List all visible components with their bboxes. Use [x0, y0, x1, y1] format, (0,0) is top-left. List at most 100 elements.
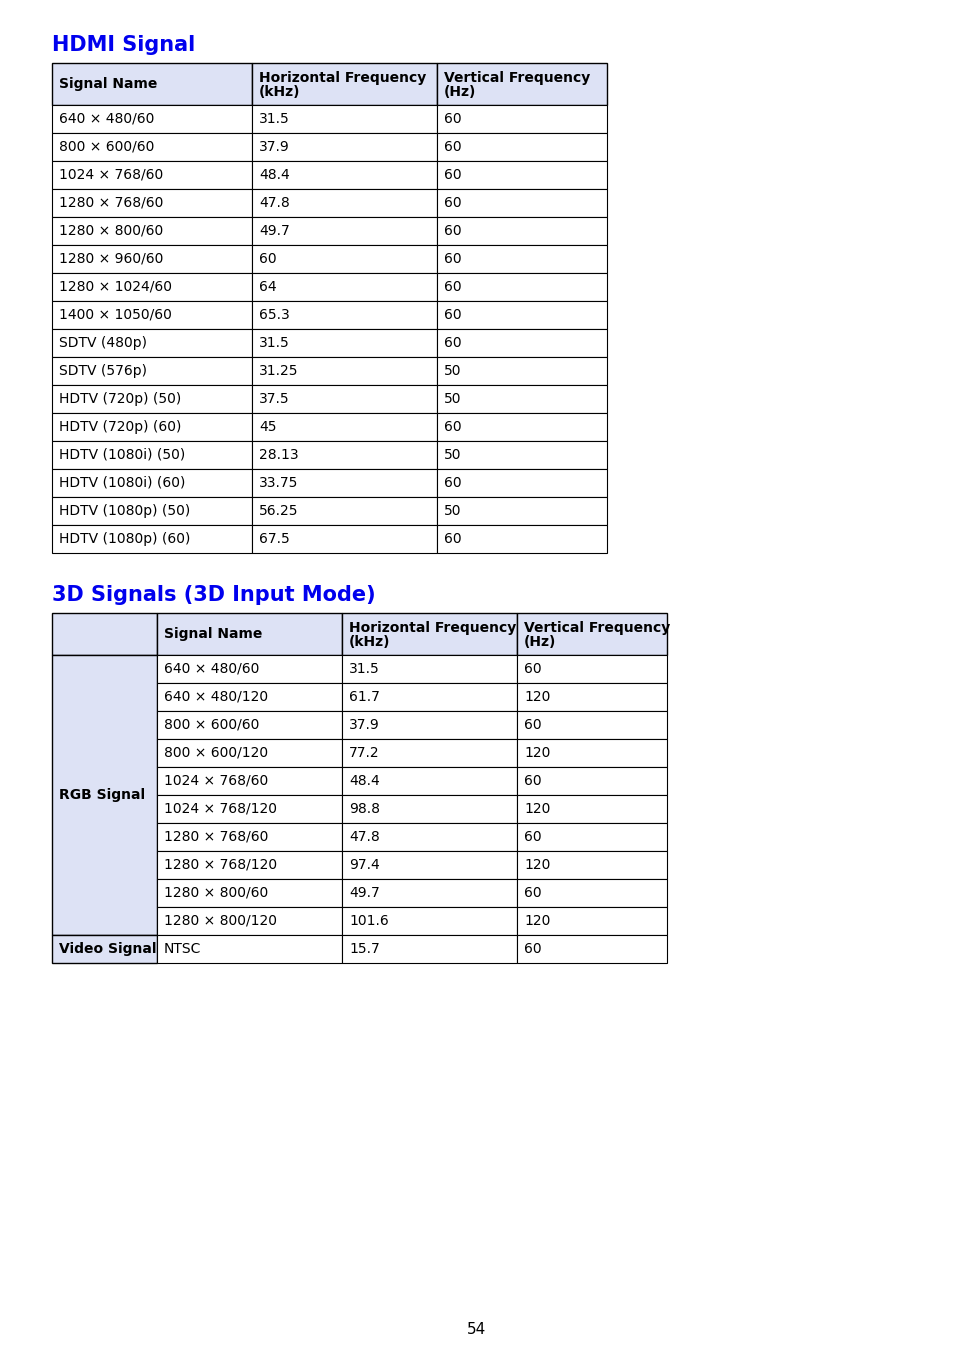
- Text: 800 × 600/60: 800 × 600/60: [59, 141, 154, 154]
- Text: (Hz): (Hz): [523, 635, 556, 649]
- Text: 37.5: 37.5: [258, 392, 290, 406]
- Text: 60: 60: [443, 251, 461, 266]
- Text: 120: 120: [523, 746, 550, 760]
- Bar: [517, 612, 666, 654]
- Text: 640 × 480/60: 640 × 480/60: [164, 662, 259, 676]
- Bar: [52, 412, 252, 441]
- Text: 1280 × 960/60: 1280 × 960/60: [59, 251, 163, 266]
- Bar: [436, 385, 606, 412]
- Bar: [341, 795, 517, 823]
- Bar: [157, 936, 341, 963]
- Bar: [517, 654, 666, 683]
- Text: HDTV (1080p) (60): HDTV (1080p) (60): [59, 531, 191, 546]
- Bar: [52, 612, 157, 654]
- Bar: [157, 711, 341, 740]
- Text: SDTV (576p): SDTV (576p): [59, 364, 147, 379]
- Text: 60: 60: [523, 718, 541, 731]
- Text: 640 × 480/120: 640 × 480/120: [164, 690, 268, 704]
- Text: RGB Signal: RGB Signal: [59, 788, 145, 802]
- Bar: [252, 273, 436, 301]
- Bar: [157, 654, 341, 683]
- Text: 31.5: 31.5: [258, 337, 290, 350]
- Bar: [252, 301, 436, 329]
- Text: 1280 × 768/60: 1280 × 768/60: [59, 196, 163, 210]
- Text: Signal Name: Signal Name: [59, 77, 157, 91]
- Bar: [252, 357, 436, 385]
- Bar: [252, 469, 436, 498]
- Bar: [157, 612, 341, 654]
- Text: 61.7: 61.7: [349, 690, 379, 704]
- Bar: [517, 907, 666, 936]
- Text: 60: 60: [443, 168, 461, 183]
- Text: 1024 × 768/120: 1024 × 768/120: [164, 802, 276, 817]
- Bar: [52, 245, 252, 273]
- Bar: [252, 245, 436, 273]
- Text: NTSC: NTSC: [164, 942, 201, 956]
- Text: 640 × 480/60: 640 × 480/60: [59, 112, 154, 126]
- Bar: [517, 936, 666, 963]
- Text: 60: 60: [523, 773, 541, 788]
- Bar: [52, 189, 252, 218]
- Bar: [52, 64, 252, 105]
- Text: 101.6: 101.6: [349, 914, 388, 927]
- Text: 60: 60: [523, 886, 541, 900]
- Bar: [252, 132, 436, 161]
- Text: 60: 60: [523, 942, 541, 956]
- Bar: [52, 469, 252, 498]
- Text: 60: 60: [443, 224, 461, 238]
- Bar: [436, 441, 606, 469]
- Text: HDTV (1080p) (50): HDTV (1080p) (50): [59, 504, 190, 518]
- Text: 120: 120: [523, 914, 550, 927]
- Text: 37.9: 37.9: [258, 141, 290, 154]
- Bar: [52, 273, 252, 301]
- Bar: [52, 132, 252, 161]
- Text: 50: 50: [443, 364, 461, 379]
- Text: 33.75: 33.75: [258, 476, 298, 489]
- Bar: [252, 441, 436, 469]
- Text: 1400 × 1050/60: 1400 × 1050/60: [59, 308, 172, 322]
- Text: 1024 × 768/60: 1024 × 768/60: [59, 168, 163, 183]
- Text: 60: 60: [523, 662, 541, 676]
- Text: 60: 60: [443, 531, 461, 546]
- Bar: [436, 218, 606, 245]
- Text: Horizontal Frequency: Horizontal Frequency: [349, 621, 516, 635]
- Text: 50: 50: [443, 504, 461, 518]
- Bar: [252, 218, 436, 245]
- Text: 48.4: 48.4: [349, 773, 379, 788]
- Bar: [341, 711, 517, 740]
- Text: (Hz): (Hz): [443, 85, 476, 99]
- Text: 67.5: 67.5: [258, 531, 290, 546]
- Bar: [341, 879, 517, 907]
- Bar: [52, 441, 252, 469]
- Bar: [436, 301, 606, 329]
- Text: 31.25: 31.25: [258, 364, 298, 379]
- Text: 50: 50: [443, 392, 461, 406]
- Bar: [341, 767, 517, 795]
- Text: Signal Name: Signal Name: [164, 627, 262, 641]
- Text: 60: 60: [443, 420, 461, 434]
- Bar: [252, 64, 436, 105]
- Text: 1280 × 768/60: 1280 × 768/60: [164, 830, 268, 844]
- Text: 60: 60: [443, 476, 461, 489]
- Text: 60: 60: [443, 337, 461, 350]
- Bar: [252, 161, 436, 189]
- Bar: [341, 683, 517, 711]
- Bar: [436, 357, 606, 385]
- Bar: [52, 654, 157, 936]
- Bar: [157, 767, 341, 795]
- Text: (kHz): (kHz): [258, 85, 300, 99]
- Text: 1280 × 800/120: 1280 × 800/120: [164, 914, 276, 927]
- Text: 800 × 600/120: 800 × 600/120: [164, 746, 268, 760]
- Text: 49.7: 49.7: [258, 224, 290, 238]
- Text: 60: 60: [443, 308, 461, 322]
- Bar: [157, 740, 341, 767]
- Bar: [157, 907, 341, 936]
- Text: 1280 × 800/60: 1280 × 800/60: [59, 224, 163, 238]
- Text: 49.7: 49.7: [349, 886, 379, 900]
- Bar: [341, 823, 517, 850]
- Bar: [252, 329, 436, 357]
- Bar: [517, 850, 666, 879]
- Bar: [436, 273, 606, 301]
- Bar: [517, 823, 666, 850]
- Text: 47.8: 47.8: [258, 196, 290, 210]
